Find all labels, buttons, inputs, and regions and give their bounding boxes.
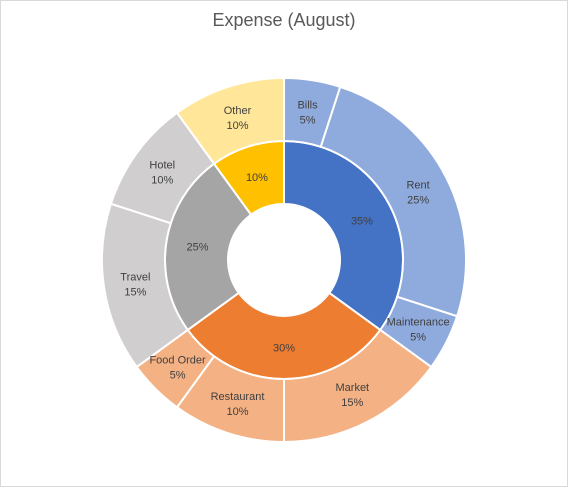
outer-label-name-maintenance: Maintenance [387, 316, 450, 328]
outer-label-name-other: Other [224, 105, 252, 117]
inner-label-segment-2: 30% [273, 343, 295, 355]
outer-label-value-bills: 5% [300, 114, 316, 126]
outer-label-value-travel: 15% [124, 287, 146, 299]
outer-label-value-market: 15% [341, 397, 363, 409]
outer-label-other: Other 10% [224, 105, 252, 132]
inner-label-segment-1: 35% [351, 215, 373, 227]
outer-slice-rent [319, 85, 467, 318]
outer-label-bills: Bills 5% [297, 99, 318, 126]
outer-label-hotel: Hotel 10% [149, 160, 175, 187]
outer-label-market: Market 15% [336, 382, 370, 409]
inner-label-segment-3: 25% [187, 241, 209, 253]
outer-label-value-restaurant: 10% [226, 406, 248, 418]
outer-label-travel: Travel 15% [120, 272, 150, 299]
outer-label-name-hotel: Hotel [149, 160, 175, 172]
outer-label-name-food-order: Food Order [149, 354, 206, 366]
outer-label-name-travel: Travel [120, 272, 150, 284]
inner-ring [164, 139, 404, 380]
outer-label-name-restaurant: Restaurant [211, 391, 265, 403]
outer-label-restaurant: Restaurant 10% [211, 391, 265, 418]
outer-label-value-maintenance: 5% [410, 331, 426, 343]
outer-label-value-food-order: 5% [170, 369, 186, 381]
inner-label-segment-4: 10% [246, 172, 268, 184]
outer-label-food-order: Food Order 5% [149, 354, 206, 381]
chart-title: Expense (August) [212, 10, 356, 30]
outer-label-maintenance: Maintenance 5% [387, 316, 450, 343]
data-labels: 35%30%25%10%Bills 5%Rent 25%Maintenance 5%M… [120, 99, 449, 418]
outer-label-value-rent: 25% [407, 195, 429, 207]
outer-label-rent: Rent 25% [406, 180, 429, 207]
outer-label-name-market: Market [336, 382, 370, 394]
outer-label-value-hotel: 10% [151, 175, 173, 187]
outer-label-value-other: 10% [226, 120, 248, 132]
outer-ring [101, 76, 467, 444]
outer-label-name-bills: Bills [297, 99, 318, 111]
outer-label-name-rent: Rent [406, 180, 429, 192]
outer-slice-other [175, 76, 285, 166]
